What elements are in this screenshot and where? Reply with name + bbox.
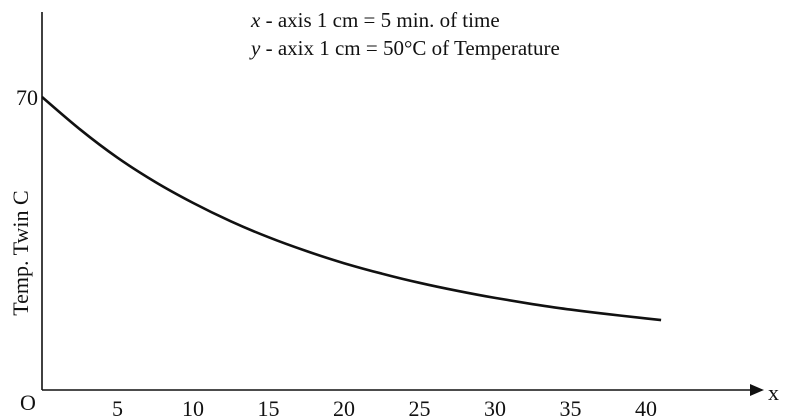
x-tick-label: 15 [258, 396, 280, 418]
y-tick-label: 70 [16, 85, 38, 110]
axes [41, 12, 764, 396]
scale-note-y: y - axix 1 cm = 50°C of Temperature [251, 38, 560, 59]
x-tick-label: 25 [409, 396, 431, 418]
origin-label: O [20, 390, 36, 415]
scale-note-x-variable: x [251, 8, 261, 32]
x-tick-labels: 5 10 15 20 25 30 35 40 [112, 396, 657, 418]
y-axis-label: Temp. Twin C [8, 190, 33, 315]
x-tick-label: 5 [112, 396, 123, 418]
scale-note-x-text: - axis 1 cm = 5 min. of time [260, 8, 500, 32]
x-axis-label: x [768, 380, 779, 405]
scale-note-y-variable: y [251, 36, 261, 60]
x-tick-label: 30 [484, 396, 506, 418]
y-tick-labels: 70 [16, 85, 38, 110]
scale-note-x: x - axis 1 cm = 5 min. of time [251, 10, 500, 31]
x-tick-label: 10 [182, 396, 204, 418]
x-tick-label: 35 [560, 396, 582, 418]
scale-note-y-text: - axix 1 cm = 50°C of Temperature [260, 36, 560, 60]
cooling-curve [41, 96, 662, 322]
x-tick-label: 20 [333, 396, 355, 418]
x-tick-label: 40 [635, 396, 657, 418]
